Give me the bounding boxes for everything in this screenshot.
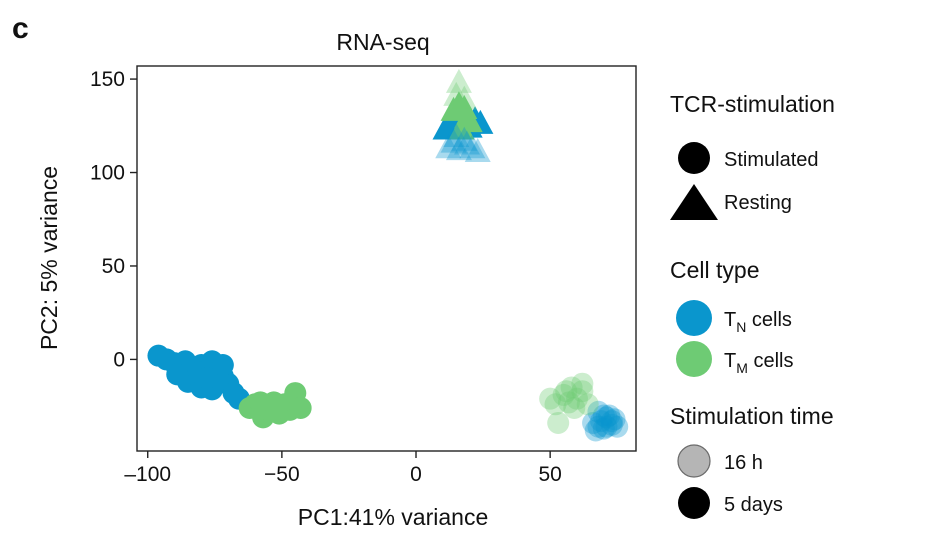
data-point-triangle: [459, 134, 486, 159]
data-point-circle: [587, 400, 610, 423]
legend-tm-label: TM cells: [724, 350, 793, 376]
data-point-circle: [592, 417, 615, 440]
data-point-circle: [590, 410, 613, 433]
legend-tn-marker: [676, 300, 712, 336]
data-point-circle: [547, 411, 570, 434]
data-point-circle: [555, 380, 578, 403]
data-point-circle: [584, 419, 607, 442]
data-point-triangle: [440, 128, 467, 153]
data-point-triangle: [445, 136, 472, 161]
x-tick-label: 50: [538, 463, 561, 486]
data-point-circle: [598, 404, 621, 427]
y-axis-label: PC2: 5% variance: [36, 166, 62, 350]
x-tick-label: 0: [410, 463, 422, 486]
series-tn-stimulated-5days: [147, 344, 250, 410]
y-tick-label: 150: [90, 68, 125, 91]
data-point-circle: [576, 393, 599, 416]
data-point-triangle: [453, 130, 480, 155]
series-tm-resting-5days: [440, 91, 483, 140]
data-point-triangle: [445, 68, 472, 93]
legend-alpha-title: Stimulation time: [670, 403, 834, 429]
data-point-triangle: [435, 134, 462, 159]
chart-title: RNA-seq: [336, 29, 429, 55]
data-point-circle: [595, 406, 618, 429]
data-point-circle: [166, 363, 189, 386]
data-point-circle: [571, 372, 594, 395]
data-point-circle: [571, 380, 594, 403]
legend-5days-marker: [678, 487, 710, 519]
series-tn-stimulated-16h: [582, 400, 629, 442]
x-tick-label: –100: [124, 463, 171, 486]
legend-stimulated-marker: [678, 142, 710, 174]
legend-tm-marker: [676, 341, 712, 377]
data-point-circle: [582, 411, 605, 434]
data-point-circle: [211, 354, 234, 377]
data-point-triangle: [443, 81, 470, 106]
series-tm-stimulated-16h: [539, 372, 599, 434]
data-point-circle: [544, 393, 567, 416]
data-point-circle: [600, 410, 623, 433]
x-axis-label: PC1:41% variance: [298, 504, 489, 530]
series-tm-resting-16h: [443, 68, 478, 110]
data-point-circle: [592, 404, 615, 427]
data-point-circle: [587, 415, 610, 438]
legend-stimulated-label: Stimulated: [724, 149, 819, 171]
data-point-circle: [603, 408, 626, 431]
data-point-triangle: [451, 126, 478, 151]
legend-resting-marker: [670, 184, 718, 220]
x-tick-label: −50: [264, 463, 300, 486]
data-point-circle: [565, 387, 588, 410]
data-point-triangle: [451, 85, 478, 110]
points-layer: [147, 68, 629, 442]
data-point-circle: [289, 397, 312, 420]
plot-frame: [136, 65, 637, 452]
data-point-circle: [600, 413, 623, 436]
data-point-triangle: [443, 123, 470, 148]
data-point-circle: [560, 376, 583, 399]
data-point-circle: [552, 383, 575, 406]
data-point-triangle: [453, 104, 480, 129]
y-tick-label: 100: [90, 162, 125, 185]
data-point-circle: [606, 415, 629, 438]
legend-shape-title: TCR-stimulation: [670, 91, 835, 117]
axes-layer: –100 −50 0 50 0 50 100 150: [90, 68, 562, 486]
data-point-circle: [563, 397, 586, 420]
y-tick-label: 50: [102, 255, 125, 278]
panel-label: c: [12, 12, 29, 45]
data-point-circle: [265, 397, 288, 420]
legend-resting-label: Resting: [724, 192, 792, 214]
series-tm-stimulated-5days: [238, 382, 312, 429]
data-point-circle: [595, 415, 618, 438]
legend-tn-label: TN cells: [724, 309, 792, 335]
series-tn-resting-16h: [435, 123, 491, 162]
data-point-circle: [539, 387, 562, 410]
data-point-circle: [557, 391, 580, 414]
legend: TCR-stimulation Stimulated Resting Cell …: [670, 91, 835, 519]
legend-5days-label: 5 days: [724, 494, 783, 516]
data-point-triangle: [464, 137, 491, 162]
legend-color-title: Cell type: [670, 257, 759, 283]
legend-16h-marker: [677, 444, 711, 478]
legend-16h-label: 16 h: [724, 452, 763, 474]
data-point-circle: [195, 367, 218, 390]
y-tick-label: 0: [113, 348, 125, 371]
